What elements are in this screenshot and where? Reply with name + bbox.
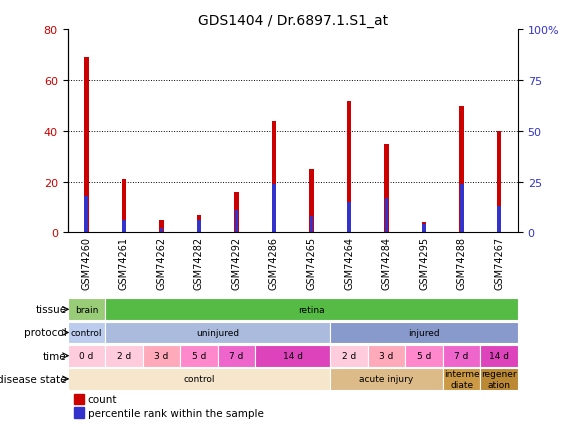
Text: percentile rank within the sample: percentile rank within the sample xyxy=(88,408,263,418)
Text: protocol: protocol xyxy=(24,328,67,338)
FancyBboxPatch shape xyxy=(105,345,142,367)
Text: GSM74262: GSM74262 xyxy=(157,236,167,289)
Bar xyxy=(497,132,502,233)
Bar xyxy=(235,210,238,233)
Text: GSM74261: GSM74261 xyxy=(119,236,129,289)
Text: GSM74292: GSM74292 xyxy=(231,236,242,289)
Text: control: control xyxy=(183,375,215,384)
Bar xyxy=(159,229,163,233)
Text: regener
ation: regener ation xyxy=(481,369,517,389)
FancyBboxPatch shape xyxy=(330,368,443,390)
FancyBboxPatch shape xyxy=(218,345,255,367)
Text: 3 d: 3 d xyxy=(154,352,168,360)
Text: GSM74264: GSM74264 xyxy=(344,236,354,289)
Bar xyxy=(84,58,88,233)
Text: retina: retina xyxy=(298,305,325,314)
Text: acute injury: acute injury xyxy=(359,375,414,384)
Bar xyxy=(234,192,239,233)
Text: 2 d: 2 d xyxy=(117,352,131,360)
Text: GSM74295: GSM74295 xyxy=(419,236,429,289)
Text: interme
diate: interme diate xyxy=(444,369,480,389)
Text: disease state: disease state xyxy=(0,374,67,384)
Text: 7 d: 7 d xyxy=(229,352,244,360)
FancyBboxPatch shape xyxy=(255,345,330,367)
Text: GSM74288: GSM74288 xyxy=(457,236,467,289)
Bar xyxy=(197,221,201,233)
Bar xyxy=(74,408,84,418)
FancyBboxPatch shape xyxy=(68,322,105,344)
Bar xyxy=(460,184,463,233)
FancyBboxPatch shape xyxy=(68,368,330,390)
Bar xyxy=(159,220,164,233)
FancyBboxPatch shape xyxy=(480,368,518,390)
Text: GSM74265: GSM74265 xyxy=(306,236,316,289)
Bar xyxy=(122,221,126,233)
Bar xyxy=(74,394,84,404)
Text: count: count xyxy=(88,394,117,404)
Bar xyxy=(196,215,201,233)
FancyBboxPatch shape xyxy=(480,345,518,367)
Bar xyxy=(84,197,88,233)
Text: tissue: tissue xyxy=(35,305,67,315)
Bar xyxy=(122,180,126,233)
Bar xyxy=(422,223,426,233)
Text: 14 d: 14 d xyxy=(489,352,509,360)
FancyBboxPatch shape xyxy=(68,299,105,320)
Bar xyxy=(422,225,426,233)
Text: time: time xyxy=(43,351,67,361)
Text: injured: injured xyxy=(408,328,440,337)
Title: GDS1404 / Dr.6897.1.S1_at: GDS1404 / Dr.6897.1.S1_at xyxy=(198,14,388,28)
Text: 14 d: 14 d xyxy=(283,352,303,360)
FancyBboxPatch shape xyxy=(105,299,518,320)
Text: 5 d: 5 d xyxy=(192,352,206,360)
FancyBboxPatch shape xyxy=(443,345,480,367)
Text: 5 d: 5 d xyxy=(417,352,431,360)
FancyBboxPatch shape xyxy=(142,345,180,367)
FancyBboxPatch shape xyxy=(368,345,405,367)
Bar xyxy=(272,184,276,233)
FancyBboxPatch shape xyxy=(330,322,518,344)
Bar xyxy=(459,106,464,233)
Bar xyxy=(272,122,276,233)
Text: GSM74267: GSM74267 xyxy=(494,236,504,289)
Text: GSM74260: GSM74260 xyxy=(81,236,91,289)
Text: 7 d: 7 d xyxy=(454,352,469,360)
Text: GSM74286: GSM74286 xyxy=(269,236,279,289)
Bar xyxy=(497,207,501,233)
Bar xyxy=(309,170,314,233)
Text: 3 d: 3 d xyxy=(379,352,394,360)
Text: brain: brain xyxy=(75,305,98,314)
Bar xyxy=(385,198,388,233)
Text: control: control xyxy=(70,328,102,337)
Text: uninjured: uninjured xyxy=(196,328,239,337)
FancyBboxPatch shape xyxy=(180,345,218,367)
Text: 2 d: 2 d xyxy=(342,352,356,360)
FancyBboxPatch shape xyxy=(105,322,330,344)
Bar xyxy=(385,144,389,233)
FancyBboxPatch shape xyxy=(68,345,105,367)
FancyBboxPatch shape xyxy=(330,345,368,367)
FancyBboxPatch shape xyxy=(405,345,443,367)
FancyBboxPatch shape xyxy=(443,368,480,390)
Text: GSM74284: GSM74284 xyxy=(382,236,392,289)
Text: 0 d: 0 d xyxy=(79,352,93,360)
Bar xyxy=(310,217,314,233)
Text: GSM74282: GSM74282 xyxy=(194,236,204,289)
Bar xyxy=(347,203,351,233)
Bar xyxy=(347,101,351,233)
